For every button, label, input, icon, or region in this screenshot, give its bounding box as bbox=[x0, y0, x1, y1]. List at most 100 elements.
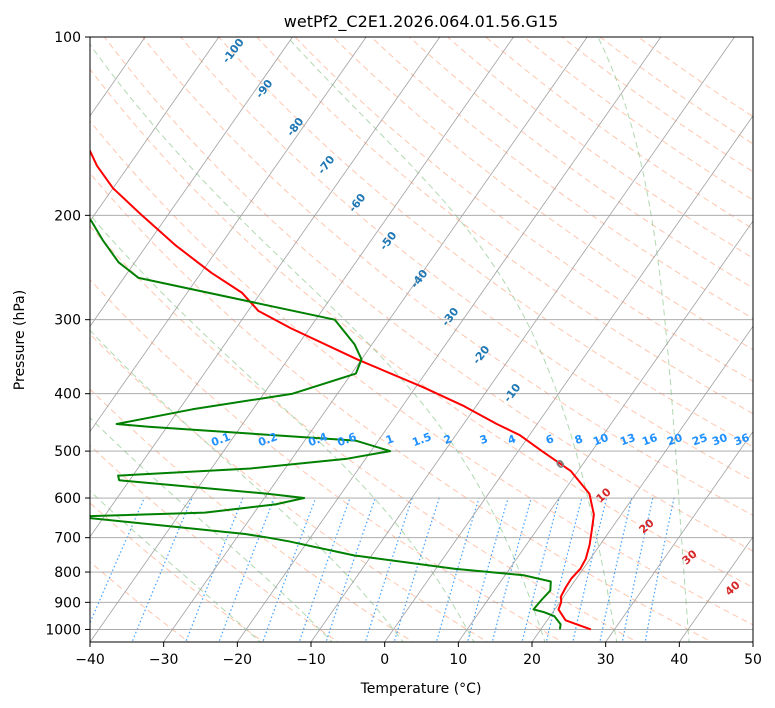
mixing-ratio-line bbox=[599, 497, 633, 642]
dry-adiabat bbox=[256, 37, 753, 415]
isotherm-line bbox=[90, 37, 514, 642]
mixing-ratio-label: 30 bbox=[710, 431, 729, 449]
dry-adiabat bbox=[90, 333, 489, 642]
y-tick-label: 100 bbox=[54, 30, 81, 46]
dry-adiabat bbox=[90, 172, 713, 642]
x-tick-label: 40 bbox=[670, 652, 688, 668]
chart-title: wetPf2_C2E1.2026.064.01.56.G15 bbox=[284, 12, 558, 32]
mixing-ratio-line bbox=[572, 497, 608, 642]
x-tick-label: −20 bbox=[223, 652, 253, 668]
mixing-ratio-line bbox=[131, 497, 193, 642]
mixing-ratio-label: 0.6 bbox=[335, 430, 358, 449]
mixing-ratio-label: 25 bbox=[690, 431, 709, 448]
x-tick-label: −10 bbox=[296, 652, 326, 668]
isotherm-line bbox=[752, 641, 753, 642]
mixing-ratio-line bbox=[393, 497, 440, 642]
mixing-ratio-label: 8 bbox=[573, 432, 585, 447]
isotherm-line bbox=[605, 430, 753, 642]
y-tick-label: 300 bbox=[54, 313, 81, 329]
x-tick-label: 0 bbox=[380, 652, 389, 668]
y-tick-label: 500 bbox=[54, 444, 81, 460]
mixing-ratio-line bbox=[521, 497, 560, 642]
dry-adiabat bbox=[561, 37, 753, 173]
moist-adiabat bbox=[597, 37, 690, 642]
mixing-ratio-label: 1 bbox=[384, 432, 396, 447]
mixing-ratio-line bbox=[262, 497, 317, 642]
y-tick-label: 200 bbox=[54, 208, 81, 224]
mixing-ratio-line bbox=[364, 497, 413, 642]
mixing-ratio-line bbox=[621, 497, 654, 642]
moist-adiabat-label: 0 bbox=[553, 457, 568, 472]
isotherm-line bbox=[90, 37, 367, 433]
dry-adiabat bbox=[90, 120, 753, 626]
x-tick-label: 20 bbox=[523, 652, 541, 668]
mixing-ratio-label: 10 bbox=[591, 431, 610, 449]
moist-adiabat bbox=[90, 214, 475, 642]
mixing-ratio-label: 36 bbox=[732, 431, 751, 449]
x-tick-label: 50 bbox=[744, 652, 762, 668]
isotherm-line bbox=[310, 37, 735, 642]
mixing-ratio-line bbox=[491, 497, 532, 642]
y-tick-label: 900 bbox=[54, 595, 81, 611]
tick-layer: −40 −30 −20 −10 0 10 20 30 40 5010009008007006005… bbox=[45, 30, 762, 668]
moist-adiabat-label: 40 bbox=[723, 578, 743, 598]
moist-adiabat-label: 10 bbox=[594, 485, 614, 505]
y-tick-label: 700 bbox=[54, 531, 81, 547]
moist-adiabat-label: 20 bbox=[637, 516, 657, 536]
isotherm-line bbox=[237, 37, 662, 642]
mixing-ratio-line bbox=[644, 497, 675, 642]
mixing-ratio-label: 0.4 bbox=[306, 430, 329, 449]
dry-adiabat-label: -100 bbox=[220, 36, 247, 66]
mixing-ratio-line bbox=[298, 497, 351, 642]
mixing-ratio-line bbox=[325, 497, 376, 642]
plot-frame bbox=[89, 36, 754, 643]
dry-adiabat bbox=[332, 37, 753, 351]
mixing-ratio-label: 0.2 bbox=[256, 430, 279, 449]
isotherm-line bbox=[458, 220, 753, 642]
mixing-ratio-label: 6 bbox=[544, 432, 556, 447]
dry-adiabat bbox=[408, 37, 753, 289]
y-tick-label: 1000 bbox=[45, 622, 81, 638]
mixing-ratio-label: 16 bbox=[640, 431, 659, 449]
isotherm-line bbox=[531, 325, 753, 642]
background-lines bbox=[90, 37, 753, 642]
dry-adiabat bbox=[294, 37, 753, 382]
dry-adiabat-label: -60 bbox=[346, 191, 369, 215]
dry-adiabat bbox=[180, 37, 753, 482]
series-layer bbox=[90, 148, 595, 631]
mixing-ratio-line bbox=[545, 497, 583, 642]
isotherm-line bbox=[90, 37, 220, 222]
x-tick-label: −30 bbox=[149, 652, 179, 668]
mixing-ratio-label: 0.1 bbox=[209, 430, 232, 449]
dewpoint-line bbox=[90, 217, 562, 630]
isotherm-line bbox=[384, 115, 753, 642]
moist-adiabat bbox=[287, 37, 618, 642]
y-tick-label: 400 bbox=[54, 387, 81, 403]
isotherm-line bbox=[679, 536, 753, 642]
mixing-ratio-line bbox=[435, 497, 480, 642]
y-tick-label: 600 bbox=[54, 491, 81, 507]
dry-adiabat bbox=[90, 444, 340, 642]
mixing-ratio-label: 1.5 bbox=[410, 430, 433, 449]
x-tick-label: 10 bbox=[449, 652, 467, 668]
mixing-ratio-line bbox=[90, 497, 145, 625]
dry-adiabat bbox=[90, 68, 753, 589]
x-tick-label: 30 bbox=[597, 652, 615, 668]
dry-adiabat-label: -80 bbox=[284, 115, 307, 139]
dry-adiabat bbox=[218, 37, 753, 448]
mixing-ratio-line bbox=[466, 497, 509, 642]
dry-adiabat bbox=[90, 388, 414, 642]
isotherm-line bbox=[90, 37, 293, 327]
dry-adiabat bbox=[370, 37, 753, 320]
mixing-ratio-label: 3 bbox=[478, 432, 490, 447]
mixing-ratio-label: 13 bbox=[618, 431, 637, 448]
x-tick-label: −40 bbox=[75, 652, 105, 668]
dry-adiabat bbox=[90, 278, 564, 642]
x-axis-label: Temperature (°C) bbox=[360, 681, 482, 697]
dry-adiabat bbox=[523, 37, 753, 201]
isotherm-line bbox=[163, 37, 588, 642]
dry-adiabat-label: -90 bbox=[253, 77, 276, 101]
mixing-ratio-label: 4 bbox=[506, 432, 518, 447]
grid-layer bbox=[90, 37, 753, 642]
